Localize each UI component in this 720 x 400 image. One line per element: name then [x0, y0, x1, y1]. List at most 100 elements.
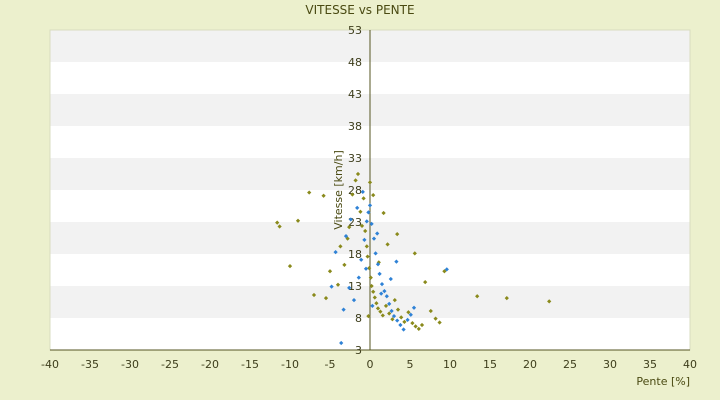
data-point — [341, 307, 346, 312]
data-point — [389, 308, 394, 314]
data-point — [383, 303, 389, 308]
data-point — [333, 249, 338, 255]
data-point — [395, 232, 400, 237]
data-point — [277, 224, 282, 229]
data-point — [363, 228, 368, 234]
y-tick-label: 43 — [348, 88, 362, 101]
data-point — [363, 266, 369, 271]
x-tick-label: 40 — [683, 358, 697, 371]
data-point — [359, 257, 364, 262]
data-point — [371, 236, 377, 241]
data-point — [356, 275, 361, 280]
data-point — [395, 318, 400, 323]
data-point — [335, 282, 341, 287]
data-point — [373, 251, 378, 256]
x-tick-label: -20 — [201, 358, 219, 371]
data-point — [390, 317, 395, 322]
data-point — [307, 190, 312, 195]
y-tick-label: 8 — [355, 312, 362, 325]
data-point — [369, 283, 374, 289]
data-point — [353, 178, 358, 183]
data-point — [355, 205, 360, 211]
data-point — [381, 210, 386, 216]
data-point — [366, 313, 371, 319]
data-point — [547, 299, 552, 304]
data-point — [342, 262, 347, 268]
data-point — [343, 233, 349, 239]
x-tick-label: -5 — [325, 358, 336, 371]
data-point — [368, 275, 373, 280]
data-point — [329, 284, 334, 289]
y-tick-label: 13 — [348, 280, 362, 293]
data-point — [364, 244, 369, 249]
data-point — [372, 295, 377, 300]
data-point — [351, 297, 357, 303]
data-point — [401, 327, 406, 332]
data-point — [321, 193, 326, 198]
x-tick-label: 5 — [407, 358, 414, 371]
data-point — [387, 311, 392, 316]
data-point — [295, 218, 301, 223]
x-tick-label: -10 — [281, 358, 299, 371]
data-point — [350, 192, 355, 197]
x-tick-label: 10 — [443, 358, 457, 371]
data-point — [387, 301, 392, 307]
data-point — [380, 313, 385, 318]
data-point — [327, 269, 333, 274]
data-point — [371, 289, 376, 294]
data-point — [402, 319, 407, 324]
data-point — [367, 180, 373, 185]
data-point — [394, 259, 399, 264]
data-point — [359, 223, 365, 228]
x-tick-label: 15 — [483, 358, 497, 371]
data-point — [398, 322, 403, 328]
x-tick-label: -30 — [121, 358, 139, 371]
data-point — [338, 244, 343, 249]
data-point — [369, 221, 374, 227]
data-point — [395, 307, 401, 312]
data-point — [367, 265, 372, 271]
x-tick-label: 20 — [523, 358, 537, 371]
data-point — [371, 192, 376, 198]
data-point — [437, 320, 442, 325]
data-point — [416, 326, 421, 332]
y-tick-label: 3 — [355, 344, 362, 357]
data-point — [375, 262, 381, 267]
data-point — [339, 340, 344, 346]
axes — [50, 30, 690, 351]
data-point — [384, 294, 389, 299]
data-point — [413, 324, 418, 329]
data-point — [377, 271, 382, 276]
data-point — [391, 313, 397, 319]
data-point — [428, 308, 433, 314]
data-point — [475, 294, 480, 299]
data-point — [348, 217, 353, 222]
data-point — [347, 224, 352, 230]
x-tick-label: -25 — [161, 358, 179, 371]
x-tick-label: 0 — [367, 358, 374, 371]
data-point — [287, 264, 293, 269]
data-point — [399, 315, 404, 320]
data-point — [358, 209, 363, 214]
data-point — [364, 219, 369, 224]
y-tick-label: 53 — [348, 24, 362, 37]
data-point — [362, 237, 367, 243]
y-axis-title: Vitesse [km/h] — [332, 150, 345, 230]
data-point — [374, 301, 379, 306]
data-point — [275, 220, 280, 225]
y-tick-label: 38 — [348, 120, 362, 133]
chart-title: VITESSE vs PENTE — [305, 3, 414, 17]
data-point — [360, 189, 365, 195]
data-point — [375, 231, 380, 236]
y-tick-label: 18 — [348, 248, 362, 261]
data-point — [379, 281, 385, 287]
y-tick-label: 28 — [348, 184, 362, 197]
data-point — [444, 267, 449, 272]
data-point — [366, 210, 371, 215]
data-point — [382, 288, 387, 294]
data-point — [388, 276, 393, 282]
data-point — [385, 242, 390, 247]
x-tick-label: 35 — [643, 358, 657, 371]
x-tick-label: 30 — [603, 358, 617, 371]
data-point — [433, 316, 438, 321]
